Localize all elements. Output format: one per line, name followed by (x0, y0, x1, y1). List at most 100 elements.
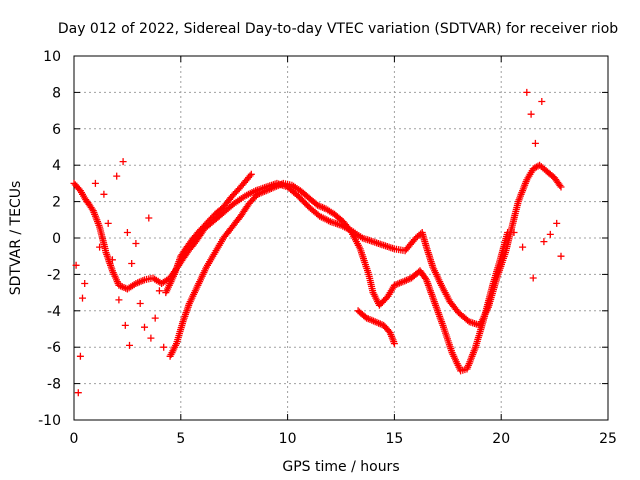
y-tick-label: -2 (47, 267, 61, 283)
data-point-dense (311, 199, 319, 207)
data-point (76, 352, 84, 360)
data-point-dense (291, 190, 299, 197)
y-axis-label: SDTVAR / TECUs (8, 181, 24, 296)
data-point-dense (210, 250, 218, 258)
y-tick-label: 6 (52, 122, 61, 138)
data-point-dense (139, 277, 147, 285)
y-tick-label: -4 (47, 304, 61, 320)
data-point (155, 287, 163, 295)
data-point-dense (202, 265, 210, 273)
data-point (151, 314, 159, 322)
data-point-dense (193, 283, 201, 291)
grid (74, 56, 608, 420)
data-point-dense (335, 221, 343, 229)
data-point (553, 219, 561, 227)
x-tick-label: 15 (385, 431, 403, 447)
data-point-dense (390, 338, 398, 346)
data-point (81, 280, 89, 287)
data-point-dense (378, 241, 386, 249)
data-point-dense (381, 295, 389, 303)
data-point-dense (251, 193, 259, 201)
data-point-dense (503, 231, 511, 238)
y-tick-label: 2 (52, 195, 61, 211)
data-point (91, 179, 99, 187)
data-point (74, 389, 82, 397)
data-point-dense (384, 326, 392, 334)
y-tick-label: 0 (52, 231, 61, 247)
data-point-dense (226, 195, 234, 203)
data-point-dense (420, 273, 428, 281)
data-point-dense (399, 246, 407, 254)
data-point-dense (410, 236, 418, 244)
data-point-dense (250, 188, 258, 196)
data-point-dense (243, 203, 251, 211)
data-point-dense (345, 225, 353, 233)
data-point-dense (87, 204, 95, 211)
data-point (128, 260, 136, 267)
data-point (538, 98, 546, 105)
data-point-dense (360, 312, 368, 320)
data-point (79, 294, 86, 302)
chart-title: Day 012 of 2022, Sidereal Day-to-day VTE… (58, 21, 618, 37)
data-point-dense (439, 321, 447, 329)
data-point-dense (336, 215, 344, 223)
y-tick-label: 8 (52, 85, 61, 101)
data-point-dense (239, 193, 247, 201)
y-tick-label: -10 (38, 413, 61, 429)
data-point (83, 198, 91, 206)
data-point-dense (409, 237, 417, 245)
data-point-dense (227, 202, 235, 210)
data-point-dense (200, 223, 208, 230)
data-point-dense (302, 192, 310, 199)
data-point (72, 261, 80, 269)
data-point (104, 219, 112, 227)
data-point (123, 229, 131, 236)
data-point-dense (108, 265, 116, 273)
data-point-dense (102, 247, 109, 255)
data-point-dense (245, 174, 253, 181)
y-tick-label: 10 (43, 49, 61, 65)
data-point-dense (497, 254, 505, 262)
data-point (145, 214, 153, 222)
data-point-dense (191, 232, 199, 240)
x-tick-label: 10 (279, 431, 297, 447)
data-point-dense (261, 187, 268, 195)
data-point (557, 252, 565, 260)
data-point (141, 323, 148, 331)
data-marks (70, 88, 565, 397)
data-point-dense (208, 213, 216, 221)
data-point (96, 243, 104, 251)
data-point-dense (471, 345, 479, 353)
x-tick-label: 20 (492, 431, 510, 447)
y-tick-label: 4 (52, 158, 61, 174)
data-point-dense (234, 186, 242, 194)
data-point-dense (302, 200, 310, 208)
data-point-dense (178, 320, 186, 328)
data-point-dense (415, 231, 423, 239)
data-point-dense (234, 215, 242, 223)
y-tick-label: -8 (47, 377, 61, 393)
axis-ticks: -10 -8 -6 -4 -2 0 2 4 6 8 10 0 5 10 15 20 25 (38, 49, 617, 447)
data-point-dense (488, 283, 496, 291)
data-point-dense (269, 184, 277, 192)
data-point-dense (447, 347, 455, 355)
data-point-dense (226, 226, 234, 234)
data-point-dense (95, 221, 103, 229)
data-point-dense (185, 301, 193, 309)
x-tick-label: 5 (176, 431, 185, 447)
data-point (121, 321, 129, 329)
x-axis-label: GPS time / hours (282, 459, 399, 475)
data-point-dense (514, 200, 522, 208)
data-point-dense (555, 180, 563, 188)
data-point (136, 300, 144, 307)
data-point (147, 334, 155, 342)
data-point-dense (522, 178, 530, 186)
data-point-dense (172, 341, 180, 349)
data-point-dense (480, 316, 487, 324)
y-tick-label: -6 (47, 340, 61, 356)
data-point (527, 110, 535, 118)
x-tick-label: 0 (70, 431, 79, 447)
data-point (108, 256, 116, 264)
data-point (540, 238, 548, 246)
